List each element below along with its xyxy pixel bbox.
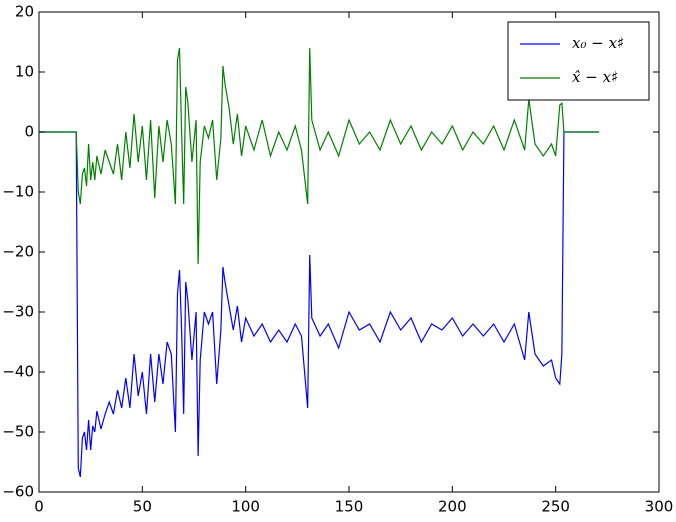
y-tick-label: 10: [15, 63, 34, 81]
y-tick-label: −20: [2, 243, 34, 261]
x-tick-label: 250: [541, 498, 570, 516]
y-tick-label: −30: [2, 303, 34, 321]
y-tick-label: −10: [2, 183, 34, 201]
legend-box: [507, 21, 650, 101]
data-line: [39, 47, 600, 265]
y-tick-label: 20: [15, 3, 34, 21]
x-tick-label: 50: [133, 498, 152, 516]
y-tick-label: −50: [2, 423, 34, 441]
y-tick-label: −40: [2, 363, 34, 381]
x-tick-label: 150: [335, 498, 364, 516]
x-tick-label: 300: [645, 498, 674, 516]
data-line: [39, 131, 600, 478]
y-tick-label: −60: [2, 483, 34, 501]
x-tick-label: 200: [438, 498, 467, 516]
x-tick-label: 0: [34, 498, 44, 516]
x-tick-label: 100: [231, 498, 260, 516]
y-tick-label: 0: [24, 123, 34, 141]
legend-label: x̂ − x♯: [572, 68, 618, 86]
legend-label: x₀ − x♯: [572, 34, 624, 52]
